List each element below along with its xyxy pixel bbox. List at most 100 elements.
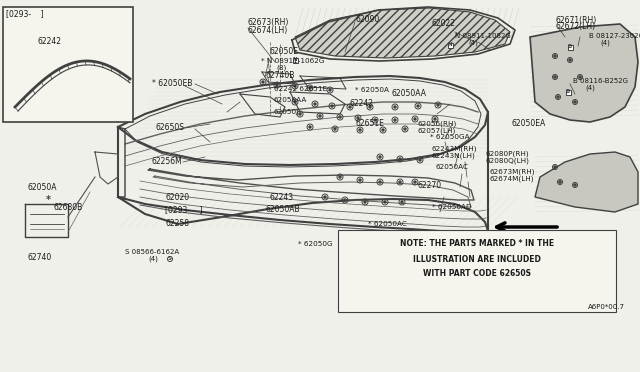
Text: B 08127-2302G: B 08127-2302G: [589, 33, 640, 39]
Text: S 08566-6162A: S 08566-6162A: [125, 249, 179, 255]
Circle shape: [374, 119, 376, 121]
Circle shape: [364, 201, 366, 203]
Polygon shape: [530, 24, 638, 122]
Text: 62080P(RH): 62080P(RH): [485, 151, 529, 157]
Text: N: N: [448, 42, 452, 47]
Text: 62050J: 62050J: [274, 109, 300, 115]
Text: (4): (4): [148, 256, 158, 262]
Circle shape: [299, 113, 301, 115]
Circle shape: [334, 128, 336, 130]
Text: 62671(RH): 62671(RH): [556, 16, 597, 25]
Text: WITH PART CODE 62650S: WITH PART CODE 62650S: [423, 269, 531, 279]
Circle shape: [294, 101, 296, 103]
Circle shape: [329, 89, 331, 91]
Text: 62057(LH): 62057(LH): [418, 128, 456, 134]
Circle shape: [394, 119, 396, 121]
Text: 62243M(RH): 62243M(RH): [432, 146, 477, 152]
Circle shape: [399, 158, 401, 160]
Circle shape: [554, 55, 556, 57]
Text: * 62050A: * 62050A: [355, 87, 389, 93]
Text: * 62050GA: * 62050GA: [430, 134, 470, 140]
Circle shape: [276, 84, 278, 86]
Circle shape: [401, 201, 403, 203]
Text: 62242: 62242: [350, 99, 374, 109]
Text: 62243: 62243: [270, 192, 294, 202]
Circle shape: [309, 87, 311, 89]
Circle shape: [309, 126, 311, 128]
Circle shape: [419, 159, 421, 161]
Text: 62020: 62020: [165, 192, 189, 202]
Polygon shape: [295, 8, 510, 58]
Circle shape: [331, 105, 333, 107]
Circle shape: [574, 101, 576, 103]
Circle shape: [417, 105, 419, 107]
Circle shape: [579, 76, 581, 78]
Circle shape: [554, 76, 556, 78]
Circle shape: [339, 176, 341, 178]
Circle shape: [359, 179, 361, 181]
Bar: [292, 58, 298, 62]
Circle shape: [324, 196, 326, 198]
Text: 62050AA: 62050AA: [392, 90, 427, 99]
Circle shape: [294, 85, 296, 87]
Circle shape: [437, 104, 439, 106]
Polygon shape: [535, 152, 638, 212]
Circle shape: [379, 181, 381, 183]
Text: (4): (4): [600, 40, 610, 46]
Bar: [568, 45, 573, 49]
Circle shape: [384, 201, 386, 203]
Text: 62022: 62022: [432, 19, 456, 29]
Circle shape: [369, 106, 371, 108]
Text: [0293-    ]: [0293- ]: [6, 10, 44, 19]
Text: B: B: [566, 89, 570, 94]
Text: 62050A: 62050A: [28, 183, 58, 192]
Text: 62080Q(LH): 62080Q(LH): [485, 158, 529, 164]
Text: N 08911-1082G: N 08911-1082G: [455, 33, 511, 39]
Text: * N 08911-1062G: * N 08911-1062G: [261, 58, 324, 64]
Circle shape: [414, 118, 416, 120]
Text: 62674(LH): 62674(LH): [248, 26, 288, 35]
Bar: [3, 7, 133, 122]
Bar: [338, 230, 616, 312]
Circle shape: [382, 129, 384, 131]
Circle shape: [569, 59, 571, 61]
Text: 62680B: 62680B: [53, 202, 83, 212]
Text: 62674M(LH): 62674M(LH): [490, 176, 534, 182]
Text: 62740B: 62740B: [265, 71, 294, 80]
Text: 62090: 62090: [356, 15, 380, 23]
Text: * 62050AC: * 62050AC: [368, 221, 407, 227]
Circle shape: [359, 129, 361, 131]
Text: N: N: [292, 57, 298, 62]
Circle shape: [434, 118, 436, 120]
Text: 62258: 62258: [165, 219, 189, 228]
Text: A6P0*00.7: A6P0*00.7: [588, 304, 625, 310]
Text: *: *: [45, 195, 51, 205]
Text: S: S: [168, 256, 172, 261]
Text: NOTE: THE PARTS MARKED * IN THE: NOTE: THE PARTS MARKED * IN THE: [400, 240, 554, 248]
Circle shape: [557, 96, 559, 98]
Text: ILLUSTRATION ARE INCLUDED: ILLUSTRATION ARE INCLUDED: [413, 254, 541, 263]
Text: 62672(LH): 62672(LH): [556, 22, 596, 32]
Text: (4): (4): [585, 85, 595, 91]
Text: 62651E: 62651E: [355, 119, 384, 128]
Text: 62050AC: 62050AC: [435, 164, 468, 170]
Text: * 62050G: * 62050G: [298, 241, 333, 247]
Circle shape: [574, 184, 576, 186]
Circle shape: [414, 181, 416, 183]
Text: (4): (4): [468, 40, 478, 46]
Text: B 08116-B252G: B 08116-B252G: [573, 78, 628, 84]
Text: 62256M: 62256M: [152, 157, 183, 167]
Text: 62050E: 62050E: [270, 48, 299, 57]
Circle shape: [399, 181, 401, 183]
Text: 62270: 62270: [418, 180, 442, 189]
Text: * 62050EB: * 62050EB: [152, 80, 193, 89]
Circle shape: [262, 81, 264, 83]
Text: 62050AB: 62050AB: [265, 205, 300, 215]
Text: 62740: 62740: [28, 253, 52, 262]
Text: 62242: 62242: [38, 38, 62, 46]
Circle shape: [168, 257, 173, 262]
Circle shape: [404, 128, 406, 130]
Circle shape: [559, 181, 561, 183]
Text: 62242 62651E: 62242 62651E: [274, 86, 327, 92]
Circle shape: [379, 156, 381, 158]
